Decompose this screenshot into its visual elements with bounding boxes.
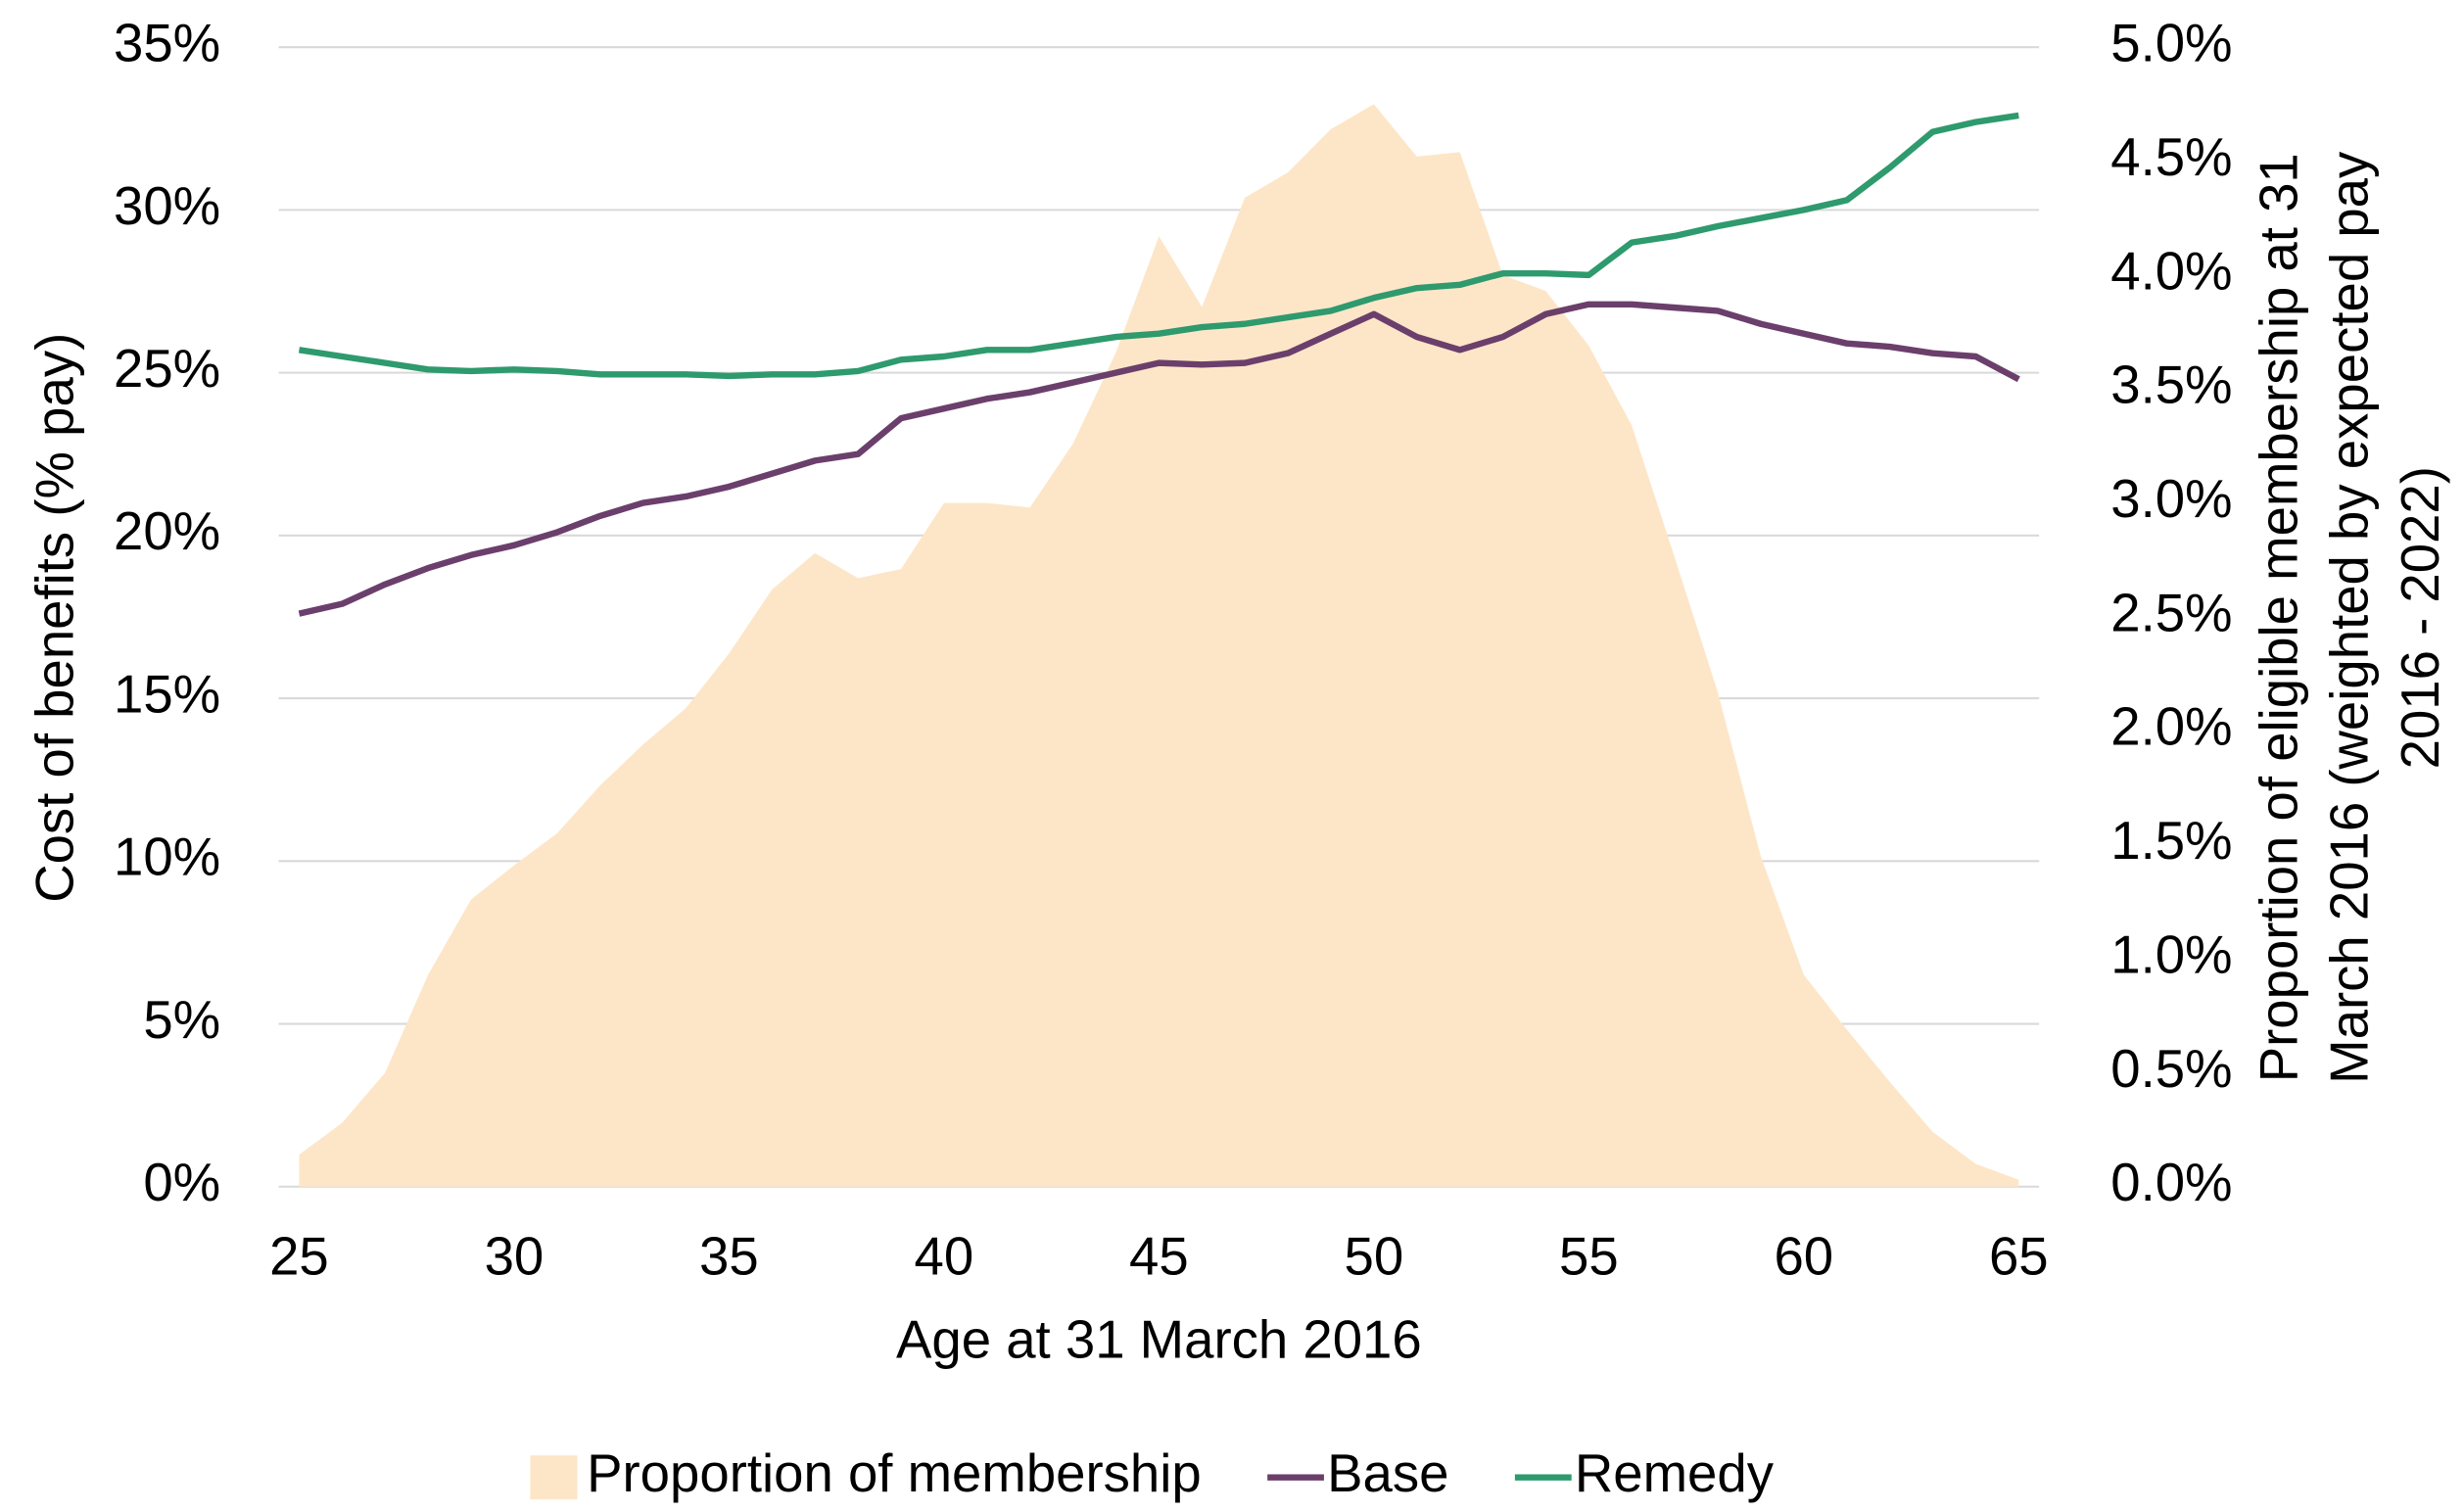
y2-tick-label: 5.0% — [2110, 14, 2232, 73]
x-tick-label: 35 — [699, 1227, 759, 1287]
x-tick-label: 60 — [1774, 1227, 1833, 1287]
y2-tick-label: 4.5% — [2110, 127, 2232, 187]
y2-tick-label: 1.5% — [2110, 811, 2232, 871]
x-tick-label: 50 — [1345, 1227, 1404, 1287]
area — [299, 104, 2019, 1187]
y2-axis-title: March 2016 (weighted by expected pay — [2320, 151, 2380, 1084]
y2-tick-label: 1.0% — [2110, 924, 2232, 984]
legend-label: Base — [1327, 1443, 1448, 1503]
marks — [298, 104, 2020, 1187]
y2-tick-label: 4.0% — [2110, 241, 2232, 301]
x-tick-label: 25 — [269, 1227, 329, 1287]
legend-label: Remedy — [1575, 1443, 1775, 1503]
y2-tick-label: 0.5% — [2110, 1039, 2232, 1099]
y-tick-label: 30% — [114, 176, 220, 236]
y-tick-label: 15% — [114, 664, 220, 724]
line — [298, 301, 2020, 617]
y-tick-label: 5% — [143, 990, 220, 1050]
y-tick-label: 35% — [114, 14, 220, 73]
x-tick-label: 40 — [915, 1227, 974, 1287]
x-axis-title: Age at 31 March 2016 — [896, 1310, 1422, 1370]
line — [298, 112, 2019, 380]
y2-tick-label: 3.5% — [2110, 355, 2232, 415]
y2-axis-title: Proportion of eligible membership at 31 — [2249, 153, 2308, 1082]
y2-tick-label: 3.0% — [2110, 469, 2232, 529]
y2-tick-label: 2.0% — [2110, 697, 2232, 757]
x-tick-label: 30 — [485, 1227, 545, 1287]
y-axis-title: Cost of benefits (% pay) — [24, 333, 84, 903]
y2-tick-label: 2.5% — [2110, 583, 2232, 642]
x-tick-label: 55 — [1559, 1227, 1619, 1287]
y-tick-label: 20% — [114, 501, 220, 561]
legend-swatch — [530, 1455, 578, 1500]
x-tick-label: 65 — [1989, 1227, 2049, 1287]
y2-axis-title: 2016 - 2022) — [2391, 466, 2450, 769]
legend: Proportion of membership Base Remedy — [530, 1443, 1775, 1503]
y2-tick-label: 0.0% — [2110, 1153, 2232, 1212]
x-tick-label: 45 — [1129, 1227, 1189, 1287]
legend-label: Proportion of membership — [587, 1443, 1202, 1503]
y-tick-label: 0% — [143, 1153, 220, 1212]
y-tick-label: 10% — [114, 827, 220, 887]
y-tick-label: 25% — [114, 339, 220, 399]
